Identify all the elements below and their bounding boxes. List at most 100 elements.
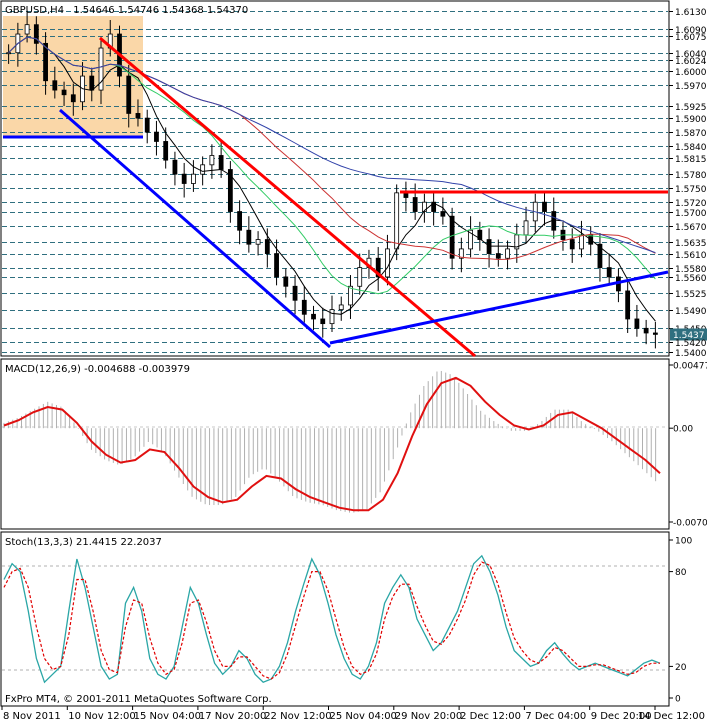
stochastic-panel[interactable]: Stoch(13,3,3) 21.4415 22.2037 FxPro MT4,… xyxy=(0,531,670,707)
candle-body xyxy=(246,229,252,245)
candle-body xyxy=(468,229,473,250)
candle-body xyxy=(542,201,547,212)
stochastic-axis: 100 80 20 0 xyxy=(669,537,692,705)
candle-body xyxy=(163,141,169,161)
candle-body xyxy=(348,285,353,306)
price-tick-label: 1.5970 xyxy=(675,82,707,92)
price-tick-label: 1.5490 xyxy=(675,307,707,317)
time-tick-label: 8 Nov 2011 xyxy=(3,711,61,722)
candle-body xyxy=(218,155,224,170)
price-header: GBPUSD,H4 1.54646 1.54746 1.54368 1.5437… xyxy=(5,5,248,16)
candle-body xyxy=(320,318,326,325)
candle-body xyxy=(292,285,298,301)
candle-body xyxy=(523,220,529,236)
candle-body xyxy=(24,24,30,35)
price-tick-label: 1.5870 xyxy=(675,129,707,139)
candle-body xyxy=(375,257,381,278)
candle-body xyxy=(301,299,307,315)
trend-line-blue-downtrend-lower[interactable] xyxy=(59,108,331,349)
time-tick-label: 17 Nov 20:00 xyxy=(199,711,266,722)
price-tick-label: 1.5700 xyxy=(675,209,707,219)
time-tick-label: 2 Dec 12:00 xyxy=(460,711,521,722)
candle-body xyxy=(70,94,76,103)
candle-body xyxy=(6,52,12,55)
moving-average-50 xyxy=(8,36,656,254)
macd-tick-label: 0.00477 xyxy=(673,362,707,372)
candle-body xyxy=(338,304,344,311)
price-tick-label: 1.5400 xyxy=(675,349,707,359)
candle-body xyxy=(311,313,316,320)
time-tick-label: 15 Nov 04:00 xyxy=(134,711,201,722)
time-tick-label: 10 Nov 12:00 xyxy=(68,711,135,722)
stoch-tick-label: 0 xyxy=(675,695,681,705)
macd-header: MACD(12,26,9) -0.004688 -0.003979 xyxy=(5,364,190,375)
price-tick-label: 1.5840 xyxy=(675,143,707,153)
candle-body xyxy=(43,42,48,82)
candle-body xyxy=(569,239,575,250)
candle-body xyxy=(209,155,215,166)
candle-body xyxy=(606,267,612,278)
time-tick-label: 25 Nov 04:00 xyxy=(330,711,397,722)
last-price-marker xyxy=(670,328,707,341)
candle-body xyxy=(61,89,67,96)
price-tick-label: 1.5720 xyxy=(675,199,707,209)
stoch-signal-line xyxy=(3,561,660,680)
price-tick-label: 1.5525 xyxy=(675,290,707,300)
stoch-tick-label: 80 xyxy=(675,568,687,578)
price-tick-label: 1.6090 xyxy=(675,26,707,36)
price-tick-label: 1.5925 xyxy=(675,103,707,113)
price-tick-label: 1.5750 xyxy=(675,185,707,195)
candle-body xyxy=(154,131,159,142)
price-panel[interactable]: GBPUSD,H4 1.54646 1.54746 1.54368 1.5437… xyxy=(0,0,670,358)
time-tick-label: 14 Dec 12:00 xyxy=(638,711,705,722)
price-tick-label: 1.6075 xyxy=(675,33,707,43)
candle-body xyxy=(403,192,409,198)
candle-body xyxy=(579,234,584,250)
moving-average-12 xyxy=(8,36,656,295)
candle-body xyxy=(477,229,483,240)
price-tick-label: 1.6130 xyxy=(675,8,707,18)
candle-body xyxy=(412,197,418,212)
price-tick-label: 1.6024 xyxy=(675,57,707,67)
candle-body xyxy=(643,327,649,334)
time-tick-label: 9 Dec 20:00 xyxy=(591,711,652,722)
candle-body xyxy=(394,192,400,250)
candle-body xyxy=(505,248,510,259)
candle-body xyxy=(357,267,363,287)
candle-body xyxy=(98,47,104,91)
candle-body xyxy=(237,211,243,231)
candle-body xyxy=(431,201,437,212)
candle-body xyxy=(274,253,279,278)
trend-line-blue-support[interactable] xyxy=(329,270,669,345)
candle-body xyxy=(227,169,233,212)
candle-body xyxy=(144,117,150,133)
trend-line-red-downtrend-upper[interactable] xyxy=(99,36,476,358)
candle-body xyxy=(33,24,39,44)
candle-body xyxy=(172,159,178,175)
price-tick-label: 1.5420 xyxy=(675,339,707,349)
time-tick-label: 29 Nov 20:00 xyxy=(395,711,462,722)
candle-body xyxy=(458,248,464,259)
macd-panel[interactable]: MACD(12,26,9) -0.004688 -0.003979 xyxy=(0,358,670,530)
candle-body xyxy=(135,113,141,119)
candle-body xyxy=(385,248,390,278)
price-tick-label: 1.5815 xyxy=(675,155,707,165)
candle-body xyxy=(495,253,501,259)
price-tick-label: 1.5900 xyxy=(675,115,707,125)
candle-body xyxy=(200,164,206,175)
price-tick-label: 1.5780 xyxy=(675,171,707,181)
price-tick-label: 1.5610 xyxy=(675,251,707,261)
candle-body xyxy=(440,211,446,217)
candle-body xyxy=(449,215,455,259)
price-tick-label: 1.5580 xyxy=(675,265,707,275)
stoch-header: Stoch(13,3,3) 21.4415 22.2037 xyxy=(5,537,162,548)
stoch-tick-label: 20 xyxy=(675,663,687,673)
candle-body xyxy=(255,239,261,245)
moving-averages xyxy=(8,36,656,322)
candle-body xyxy=(264,239,270,254)
price-gridlines xyxy=(2,11,668,353)
candle-body xyxy=(89,75,95,91)
